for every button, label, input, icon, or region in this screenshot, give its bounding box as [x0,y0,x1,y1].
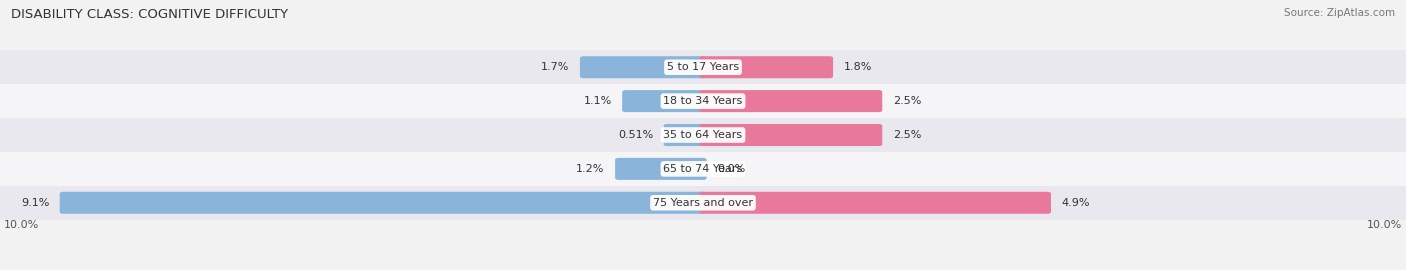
Bar [0,84,1406,118]
Bar [0,50,1406,84]
Text: 1.7%: 1.7% [541,62,569,72]
Text: 18 to 34 Years: 18 to 34 Years [664,96,742,106]
Text: 1.2%: 1.2% [576,164,605,174]
Text: 10.0%: 10.0% [4,220,39,230]
Text: 75 Years and over: 75 Years and over [652,198,754,208]
FancyBboxPatch shape [664,124,707,146]
Text: 5 to 17 Years: 5 to 17 Years [666,62,740,72]
Text: 10.0%: 10.0% [1367,220,1402,230]
FancyBboxPatch shape [700,56,832,78]
Text: 65 to 74 Years: 65 to 74 Years [664,164,742,174]
Text: 1.8%: 1.8% [844,62,872,72]
Text: 4.9%: 4.9% [1062,198,1090,208]
Text: 9.1%: 9.1% [21,198,49,208]
Bar [0,118,1406,152]
Bar [0,186,1406,220]
FancyBboxPatch shape [59,192,706,214]
FancyBboxPatch shape [581,56,707,78]
Text: 2.5%: 2.5% [893,96,921,106]
Bar [0,152,1406,186]
Text: 1.1%: 1.1% [583,96,612,106]
FancyBboxPatch shape [621,90,707,112]
FancyBboxPatch shape [700,192,1052,214]
FancyBboxPatch shape [700,90,883,112]
Text: Source: ZipAtlas.com: Source: ZipAtlas.com [1284,8,1395,18]
Text: DISABILITY CLASS: COGNITIVE DIFFICULTY: DISABILITY CLASS: COGNITIVE DIFFICULTY [11,8,288,21]
Text: 35 to 64 Years: 35 to 64 Years [664,130,742,140]
FancyBboxPatch shape [700,124,883,146]
Text: 0.0%: 0.0% [717,164,745,174]
Text: 0.51%: 0.51% [617,130,652,140]
Text: 2.5%: 2.5% [893,130,921,140]
FancyBboxPatch shape [616,158,707,180]
